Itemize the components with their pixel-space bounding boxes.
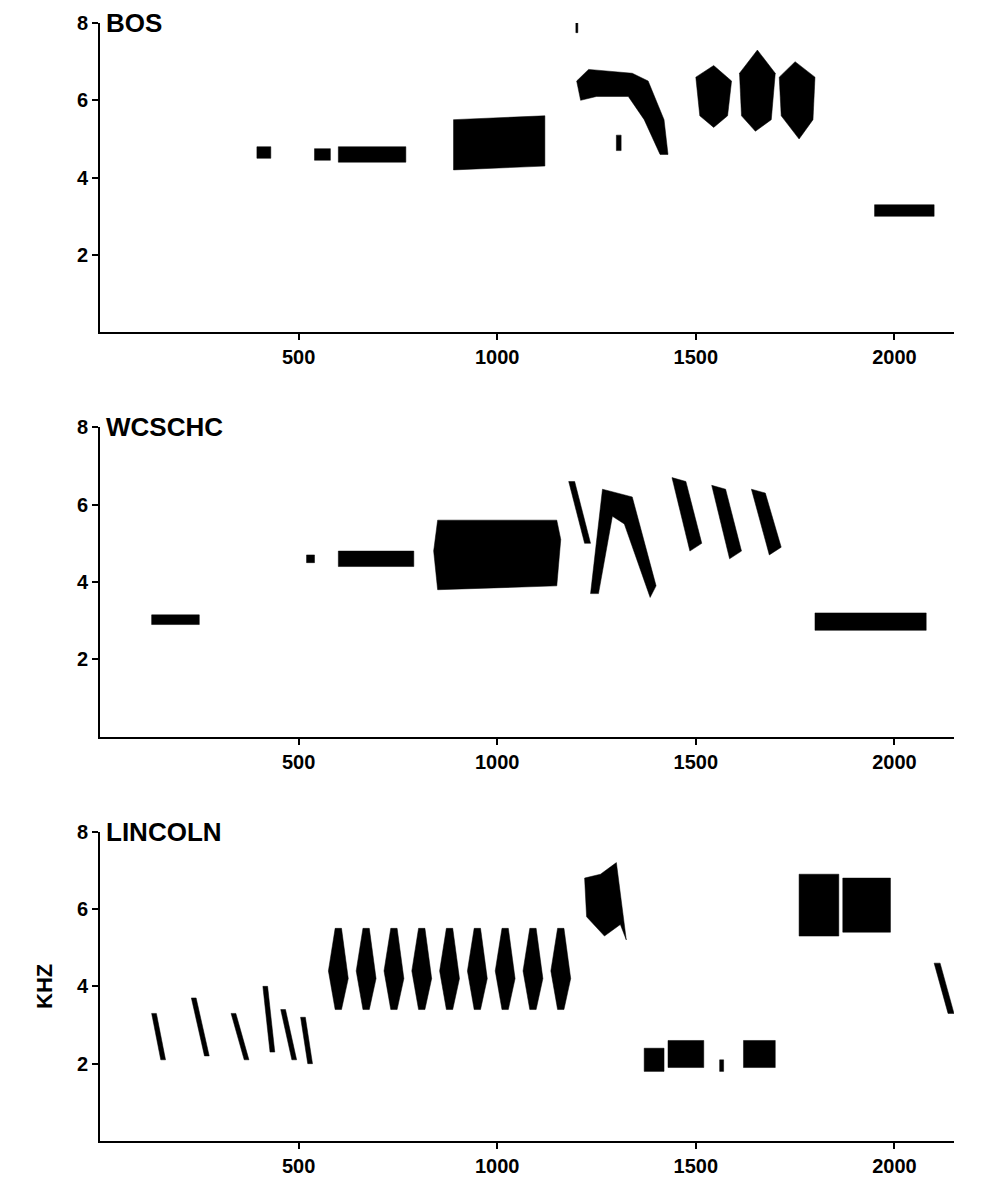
svg-text:2: 2: [77, 648, 88, 670]
svg-text:1000: 1000: [475, 751, 519, 773]
svg-text:2000: 2000: [872, 1155, 917, 1177]
svg-text:4: 4: [77, 975, 89, 997]
svg-text:1500: 1500: [674, 751, 719, 773]
svg-text:1500: 1500: [674, 1155, 719, 1177]
svg-text:2000: 2000: [872, 346, 917, 368]
svg-text:500: 500: [282, 751, 315, 773]
svg-text:BOS: BOS: [106, 8, 162, 38]
svg-text:6: 6: [77, 494, 88, 516]
svg-text:6: 6: [77, 89, 88, 111]
svg-text:8: 8: [77, 416, 88, 438]
svg-text:1000: 1000: [475, 1155, 519, 1177]
svg-text:500: 500: [282, 1155, 315, 1177]
svg-text:1000: 1000: [475, 346, 519, 368]
svg-text:2: 2: [77, 244, 88, 266]
svg-text:500: 500: [282, 346, 315, 368]
svg-text:8: 8: [77, 12, 88, 34]
svg-text:LINCOLN: LINCOLN: [106, 817, 222, 847]
svg-text:8: 8: [77, 821, 88, 843]
svg-text:WCSCHC: WCSCHC: [106, 412, 223, 442]
svg-text:2000: 2000: [872, 751, 917, 773]
svg-text:4: 4: [77, 167, 89, 189]
svg-text:4: 4: [77, 571, 89, 593]
svg-text:2: 2: [77, 1053, 88, 1075]
svg-text:6: 6: [77, 898, 88, 920]
svg-text:KHZ: KHZ: [32, 964, 57, 1009]
svg-text:1500: 1500: [674, 346, 719, 368]
